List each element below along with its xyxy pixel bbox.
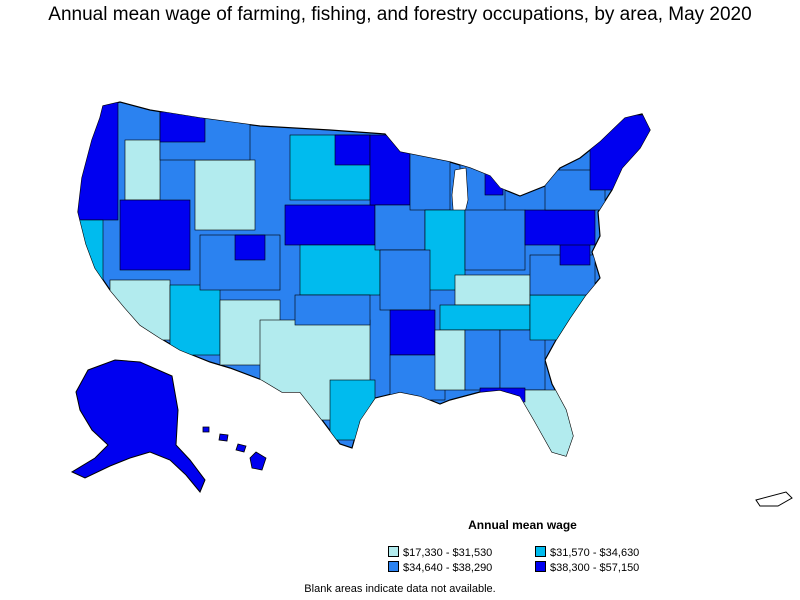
region-nebraska — [284, 204, 376, 246]
region-wyoming — [194, 159, 256, 231]
legend-label-1: $17,330 - $31,530 — [403, 547, 493, 559]
legend-item-2: $31,570 - $34,630 — [535, 546, 639, 560]
region-minnesota — [369, 134, 411, 206]
region-nevada — [119, 199, 191, 271]
region-kentucky — [454, 274, 531, 306]
legend-item-3: $34,640 - $38,290 — [388, 561, 492, 575]
region-florida-panhandle — [479, 387, 526, 403]
region-texas-gulf — [329, 379, 376, 441]
legend-swatch-2 — [535, 546, 546, 557]
region-alabama — [464, 329, 501, 391]
puerto-rico — [755, 491, 793, 507]
legend-swatch-1 — [388, 546, 399, 557]
legend-label-4: $38,300 - $57,150 — [550, 562, 640, 574]
region-carolinas — [529, 294, 591, 341]
hawaii-kauai — [202, 426, 210, 433]
map-title: Annual mean wage of farming, fishing, an… — [48, 4, 752, 25]
region-arizona — [169, 284, 221, 356]
region-iowa — [374, 204, 426, 251]
region-michigan-thumb — [484, 169, 504, 196]
alaska — [70, 359, 206, 493]
region-kansas — [299, 244, 381, 296]
legend-title: Annual mean wage — [468, 518, 577, 532]
legend-swatch-3 — [388, 561, 399, 572]
region-tennessee — [439, 304, 531, 331]
region-colorado-north — [234, 234, 266, 261]
legend-label-3: $34,640 - $38,290 — [403, 562, 493, 574]
region-idaho — [124, 139, 161, 201]
footnote: Blank areas indicate data not available. — [304, 583, 496, 595]
region-north-dakota-east — [334, 134, 371, 166]
region-pennsylvania — [524, 209, 596, 246]
legend-label-2: $31,570 - $34,630 — [550, 547, 640, 559]
hawaii-big-island — [249, 451, 267, 471]
legend-item-4: $38,300 - $57,150 — [535, 561, 639, 575]
region-new-england — [589, 114, 650, 191]
region-montana-west — [159, 111, 206, 143]
legend-item-1: $17,330 - $31,530 — [388, 546, 492, 560]
region-california-coast — [78, 219, 104, 291]
hawaii-maui — [235, 443, 247, 453]
legend-swatch-4 — [535, 561, 546, 572]
region-southern-california — [109, 279, 171, 341]
hawaii-oahu — [218, 433, 229, 442]
region-arkansas — [389, 309, 436, 356]
region-florida — [519, 389, 576, 456]
region-pacific-northwest — [78, 102, 119, 221]
legend: Annual mean wage $17,330 - $31,530 $31,5… — [380, 518, 680, 578]
region-wisconsin — [409, 149, 451, 211]
region-mississippi — [434, 329, 466, 391]
region-indiana-ohio — [464, 209, 526, 271]
region-missouri — [379, 249, 431, 311]
region-oklahoma — [294, 294, 371, 326]
